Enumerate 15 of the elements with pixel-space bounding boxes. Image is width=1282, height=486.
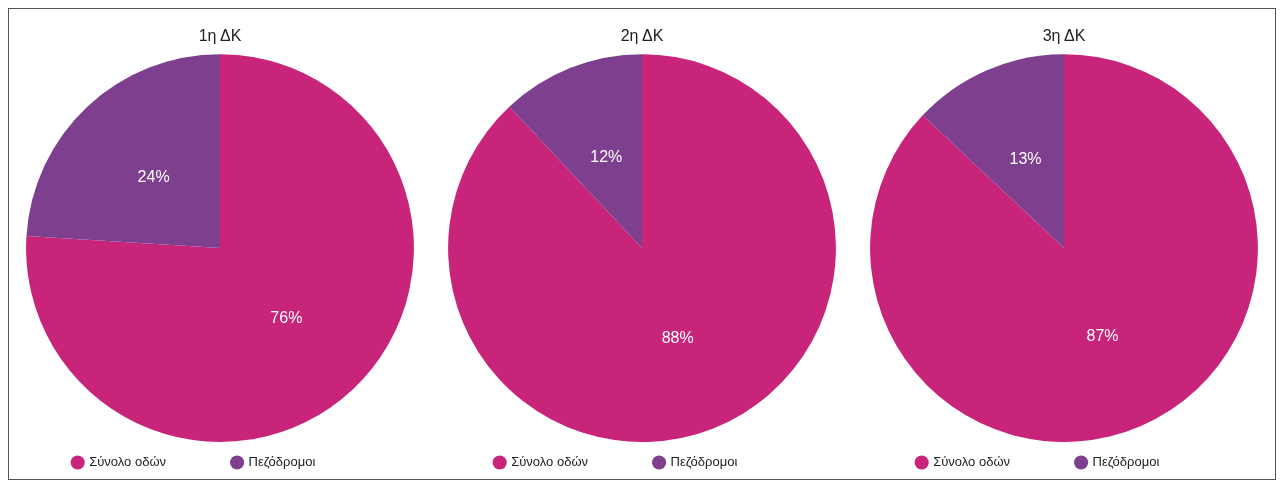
legend-label: Πεζόδρομοι xyxy=(1092,454,1212,470)
data-label: 76% xyxy=(270,309,303,327)
legend-label: Πεζόδρομοι xyxy=(670,454,790,470)
chart-title: 2η ΔΚ xyxy=(620,27,664,45)
legend-label: Σύνολο οδών xyxy=(89,454,219,470)
data-label: 12% xyxy=(590,148,623,166)
chart-title: 3η ΔΚ xyxy=(1042,27,1086,45)
legend-label: Σύνολο οδών xyxy=(511,454,641,470)
data-label: 13% xyxy=(1009,149,1042,167)
data-label: 24% xyxy=(137,167,170,185)
legend-label: Σύνολο οδών xyxy=(933,454,1063,470)
chart-title: 1η ΔΚ xyxy=(198,27,242,45)
data-label: 88% xyxy=(661,328,694,346)
legend-label: Πεζόδρομοι xyxy=(248,454,368,470)
data-label: 87% xyxy=(1086,327,1119,345)
